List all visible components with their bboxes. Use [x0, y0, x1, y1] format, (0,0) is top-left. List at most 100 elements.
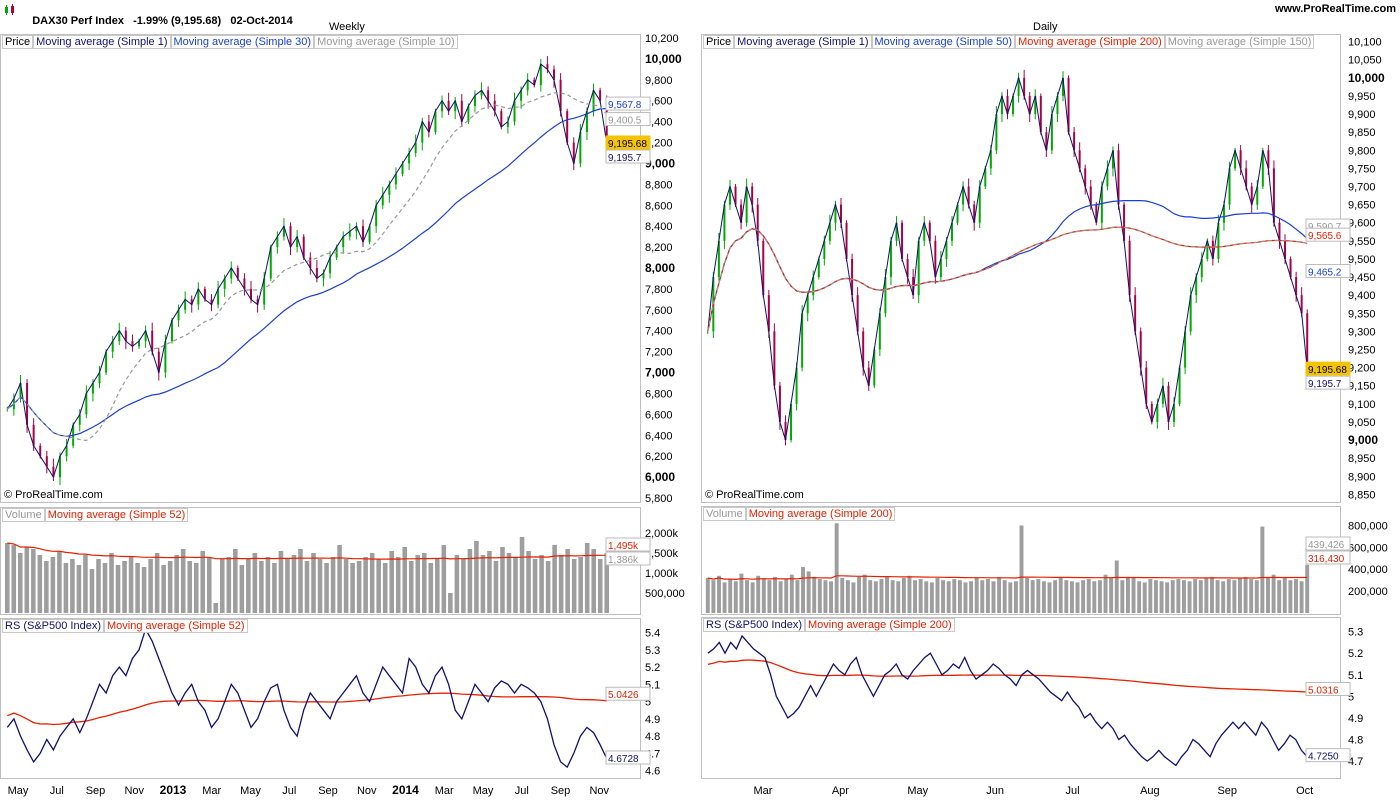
- weekly-y-tick-label: 5,800: [645, 493, 673, 505]
- daily-volume-bar: [1153, 580, 1158, 613]
- daily-y-tick-label: 9,800: [1348, 145, 1376, 157]
- weekly-price-legend[interactable]: Price Moving average (Simple 1) Moving ave…: [2, 35, 458, 49]
- instrument-name: DAX30 Perf Index: [32, 15, 124, 27]
- daily-x-tick-label: Jun: [986, 785, 1004, 797]
- weekly-rs-legend[interactable]: RS (S&P500 Index) Moving average (Simple …: [2, 619, 248, 633]
- weekly-volume-bar: [50, 557, 56, 613]
- daily-rs-legend-item[interactable]: RS (S&P500 Index): [703, 618, 805, 632]
- daily-price-legend[interactable]: Price Moving average (Simple 1) Moving ave…: [703, 35, 1315, 49]
- daily-legend-item[interactable]: Moving average (Simple 50): [871, 35, 1016, 49]
- daily-x-tick-label: Mar: [754, 785, 773, 797]
- daily-volume-legend[interactable]: Volume Moving average (Simple 200): [703, 507, 896, 521]
- daily-volume-bar: [1047, 582, 1052, 613]
- daily-y-tick-label: 8,900: [1348, 471, 1376, 483]
- daily-volume-bar: [1305, 564, 1310, 613]
- weekly-volume-bar: [246, 559, 251, 613]
- daily-volume-bar: [901, 577, 906, 613]
- weekly-volume-bar: [220, 559, 225, 613]
- daily-volume-y-tick-label: 400,000: [1348, 564, 1388, 576]
- daily-volume-bar: [1193, 579, 1198, 613]
- daily-legend-item[interactable]: Price: [703, 35, 735, 49]
- weekly-volume-bar: [552, 545, 557, 613]
- daily-volume-bar: [1002, 580, 1007, 613]
- weekly-volume-legend-item[interactable]: Moving average (Simple 52): [44, 508, 189, 522]
- weekly-rs-legend-item[interactable]: Moving average (Simple 52): [104, 619, 248, 633]
- weekly-volume-bar: [37, 555, 43, 613]
- weekly-x-tick-label: Nov: [357, 785, 377, 797]
- weekly-rs-legend-item[interactable]: RS (S&P500 Index): [2, 619, 104, 633]
- daily-rs-y-tick-label: 5.3: [1348, 627, 1363, 639]
- daily-volume-bar: [756, 575, 761, 613]
- weekly-volume-bar: [200, 551, 206, 613]
- weekly-volume-bar: [539, 555, 544, 613]
- chart-date: 02-Oct-2014: [230, 15, 293, 27]
- daily-x-tick-label: Oct: [1296, 785, 1313, 797]
- daily-volume-bar: [1159, 581, 1164, 613]
- daily-legend-item[interactable]: Moving average (Simple 200): [1015, 35, 1165, 49]
- weekly-legend-item[interactable]: Moving average (Simple 1): [33, 35, 171, 49]
- weekly-rs-y-tick-label: 5: [645, 697, 651, 709]
- weekly-volume-bar: [193, 563, 199, 613]
- weekly-volume-bar: [558, 555, 564, 613]
- weekly-volume-bar: [343, 559, 349, 613]
- daily-volume-bar: [946, 581, 951, 613]
- weekly-volume-bar: [324, 563, 329, 613]
- weekly-volume-bar: [122, 561, 127, 613]
- weekly-volume-bar: [480, 555, 486, 613]
- weekly-y-tick-label: 10,200: [645, 33, 679, 45]
- weekly-volume-bar: [233, 549, 238, 613]
- weekly-x-tick-label: Jul: [282, 785, 296, 797]
- daily-legend-item[interactable]: Moving average (Simple 150): [1164, 35, 1315, 49]
- daily-volume-bar: [957, 580, 962, 613]
- daily-rs-y-tick-label: 4.8: [1348, 734, 1363, 746]
- daily-volume-bar: [845, 580, 850, 613]
- weekly-legend-item[interactable]: Moving average (Simple 30): [170, 35, 315, 49]
- weekly-volume-bar: [415, 555, 421, 613]
- daily-volume-bar: [733, 581, 738, 613]
- weekly-volume-legend-item[interactable]: Volume: [2, 508, 45, 522]
- daily-rs-legend-item[interactable]: Moving average (Simple 200): [805, 618, 955, 632]
- daily-volume-y-tick-label: 200,000: [1348, 586, 1388, 598]
- daily-x-tick-label: Aug: [1140, 785, 1160, 797]
- weekly-volume-bar: [226, 557, 232, 613]
- daily-ma1-label: 9,195.7: [1308, 379, 1342, 390]
- daily-volume-bar: [1030, 580, 1035, 613]
- daily-y-tick-label: 9,750: [1348, 163, 1376, 175]
- daily-volume-bar: [1221, 581, 1226, 613]
- daily-volume-bar: [1294, 579, 1298, 613]
- daily-volume-bar: [913, 580, 918, 613]
- weekly-volume-bar: [402, 547, 408, 613]
- daily-volume-legend-item[interactable]: Volume: [703, 507, 746, 521]
- daily-volume-bar: [1232, 580, 1237, 613]
- daily-copyright: © ProRealTime.com: [705, 489, 804, 501]
- daily-volume-bar: [991, 581, 996, 613]
- daily-volume-bar: [862, 574, 867, 613]
- daily-volume-bar: [1243, 576, 1248, 613]
- daily-rs-legend[interactable]: RS (S&P500 Index) Moving average (Simple …: [703, 618, 955, 632]
- weekly-x-tick-label: May: [473, 785, 494, 797]
- weekly-volume-bar: [4, 543, 10, 613]
- daily-ma-50-line: [707, 200, 1308, 332]
- weekly-rs-ma-value: 5.0426: [608, 690, 639, 701]
- daily-y-tick-label: 10,100: [1348, 37, 1382, 49]
- daily-legend-item[interactable]: Moving average (Simple 1): [734, 35, 872, 49]
- weekly-legend-item[interactable]: Price: [2, 35, 34, 49]
- daily-volume-last-label-box: [1305, 536, 1351, 551]
- daily-volume-bar: [801, 567, 805, 613]
- site-link[interactable]: www.ProRealTime.com: [1274, 3, 1396, 15]
- daily-volume-bar: [1142, 582, 1147, 613]
- daily-volume-legend-item[interactable]: Moving average (Simple 200): [745, 507, 896, 521]
- daily-y-tick-label: 9,900: [1348, 109, 1376, 121]
- daily-y-tick-label: 9,050: [1348, 417, 1376, 429]
- weekly-volume-y-tick-label: 500,000: [645, 588, 685, 600]
- weekly-x-tick-label: Nov: [124, 785, 144, 797]
- daily-volume-bar: [1064, 580, 1069, 613]
- weekly-volume-legend[interactable]: Volume Moving average (Simple 52): [2, 508, 189, 522]
- weekly-volume-bar: [591, 549, 596, 613]
- daily-rs-y-tick-label: 4.9: [1348, 713, 1363, 725]
- weekly-legend-item[interactable]: Moving average (Simple 10): [314, 35, 458, 49]
- weekly-y-tick-label: 8,800: [645, 179, 673, 191]
- weekly-volume-bar: [128, 557, 134, 613]
- weekly-y-tick-label: 7,600: [645, 305, 673, 317]
